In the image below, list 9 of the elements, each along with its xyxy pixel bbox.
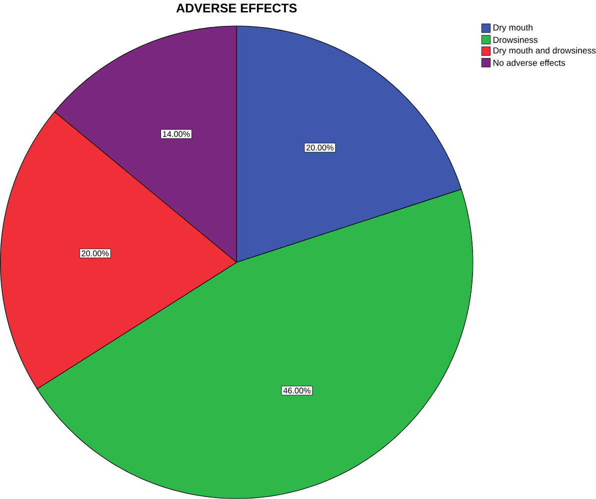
legend-label: No adverse effects	[494, 60, 566, 66]
data-label: 20.00%	[82, 250, 109, 256]
legend-label: Drowsiness	[494, 36, 538, 43]
legend-label: Dry mouth	[494, 24, 532, 32]
data-label: 46.00%	[283, 388, 311, 394]
data-label: 14.00%	[163, 131, 190, 137]
legend-label: Dry mouth and drowsiness	[494, 47, 596, 56]
chart-title: ADVERSE EFFECTS	[176, 4, 297, 13]
data-label: 20.00%	[306, 144, 334, 151]
